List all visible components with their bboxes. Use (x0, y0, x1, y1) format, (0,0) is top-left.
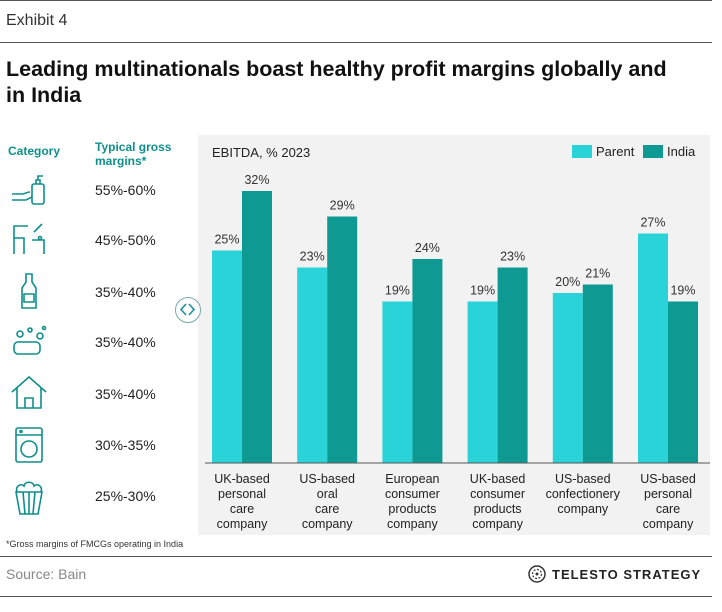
margin-value: 35%-40% (95, 284, 156, 300)
source-text: Source: Bain (6, 566, 87, 582)
margin-header: Typical gross margins* (95, 140, 172, 168)
house-icon (11, 375, 47, 409)
title-rule (0, 42, 712, 43)
margin-value: 35%-40% (95, 334, 156, 350)
chart-panel (198, 135, 710, 535)
soap-bubbles-icon (13, 325, 47, 355)
footnote: *Gross margins of FMCGs operating in Ind… (6, 539, 184, 549)
legend-label-parent: Parent (596, 144, 635, 159)
chevron-left-right-icon (179, 303, 196, 316)
top-rule (0, 0, 712, 1)
washing-machine-icon (15, 427, 43, 463)
margin-value: 45%-50% (95, 232, 156, 248)
bottle-icon (21, 273, 37, 309)
footer-rule (0, 556, 712, 557)
scroll-nav-button[interactable] (175, 297, 201, 323)
popcorn-icon (15, 481, 43, 515)
bottom-rule (0, 596, 712, 597)
hand-soap-icon (12, 175, 45, 205)
category-header: Category (8, 144, 61, 158)
chart-subtitle: EBITDA, % 2023 (212, 145, 311, 160)
toothbrush-cleaning-icon (13, 223, 45, 254)
legend-swatch-parent (572, 145, 592, 158)
brand-name: TELESTO STRATEGY (552, 567, 702, 582)
margin-value: 35%-40% (95, 386, 156, 402)
exhibit-label: Exhibit 4 (6, 12, 68, 29)
page-title: Leading multinationals boast healthy pro… (6, 57, 667, 107)
margin-value: 30%-35% (95, 437, 156, 453)
telesto-logo-icon (528, 565, 546, 583)
legend-swatch-india (643, 145, 663, 158)
legend-label-india: India (667, 144, 696, 159)
margin-value: 55%-60% (95, 182, 156, 198)
margin-value: 25%-30% (95, 488, 156, 504)
